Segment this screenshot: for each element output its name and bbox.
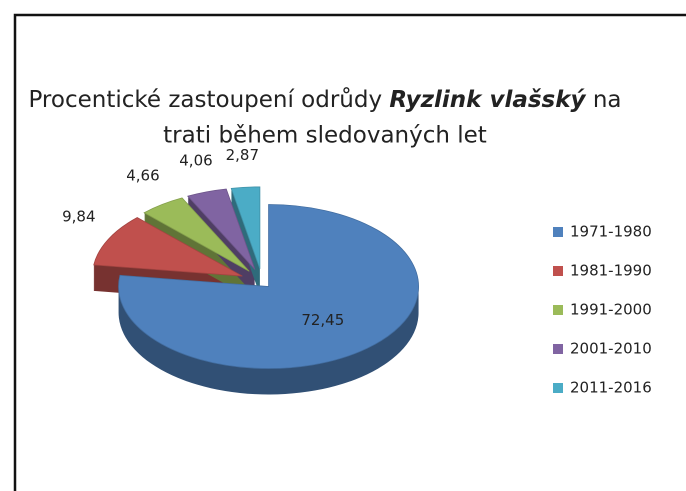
legend-label: 2001-2010 — [570, 340, 652, 358]
data-label: 72,45 — [301, 311, 344, 329]
pie-slice — [118, 204, 419, 369]
title-part: Procentické zastoupení odrůdy — [28, 86, 382, 113]
legend-label: 1991-2000 — [570, 301, 652, 319]
legend-swatch — [553, 227, 563, 237]
data-label: 4,06 — [179, 151, 212, 169]
data-label: 2,87 — [226, 146, 259, 164]
legend-swatch — [553, 266, 563, 276]
chart-title: trati během sledovaných let — [163, 123, 487, 149]
pie-slice — [93, 217, 243, 277]
title-part: na — [593, 87, 622, 113]
chart-title: Procentické zastoupení odrůdy Ryzlink vl… — [28, 86, 621, 113]
title-emphasis: Ryzlink vlašský — [389, 87, 586, 113]
pie-slice — [230, 186, 261, 269]
pie-slice — [143, 197, 250, 272]
data-label: 4,66 — [126, 166, 159, 184]
legend-swatch — [553, 383, 563, 393]
legend-swatch — [553, 305, 563, 315]
data-label: 9,84 — [62, 208, 95, 226]
legend-label: 2011-2016 — [570, 379, 652, 397]
legend-label: 1971-1980 — [570, 223, 652, 241]
pie-slice — [187, 188, 256, 270]
legend-swatch — [553, 344, 563, 354]
legend-label: 1981-1990 — [570, 262, 652, 280]
